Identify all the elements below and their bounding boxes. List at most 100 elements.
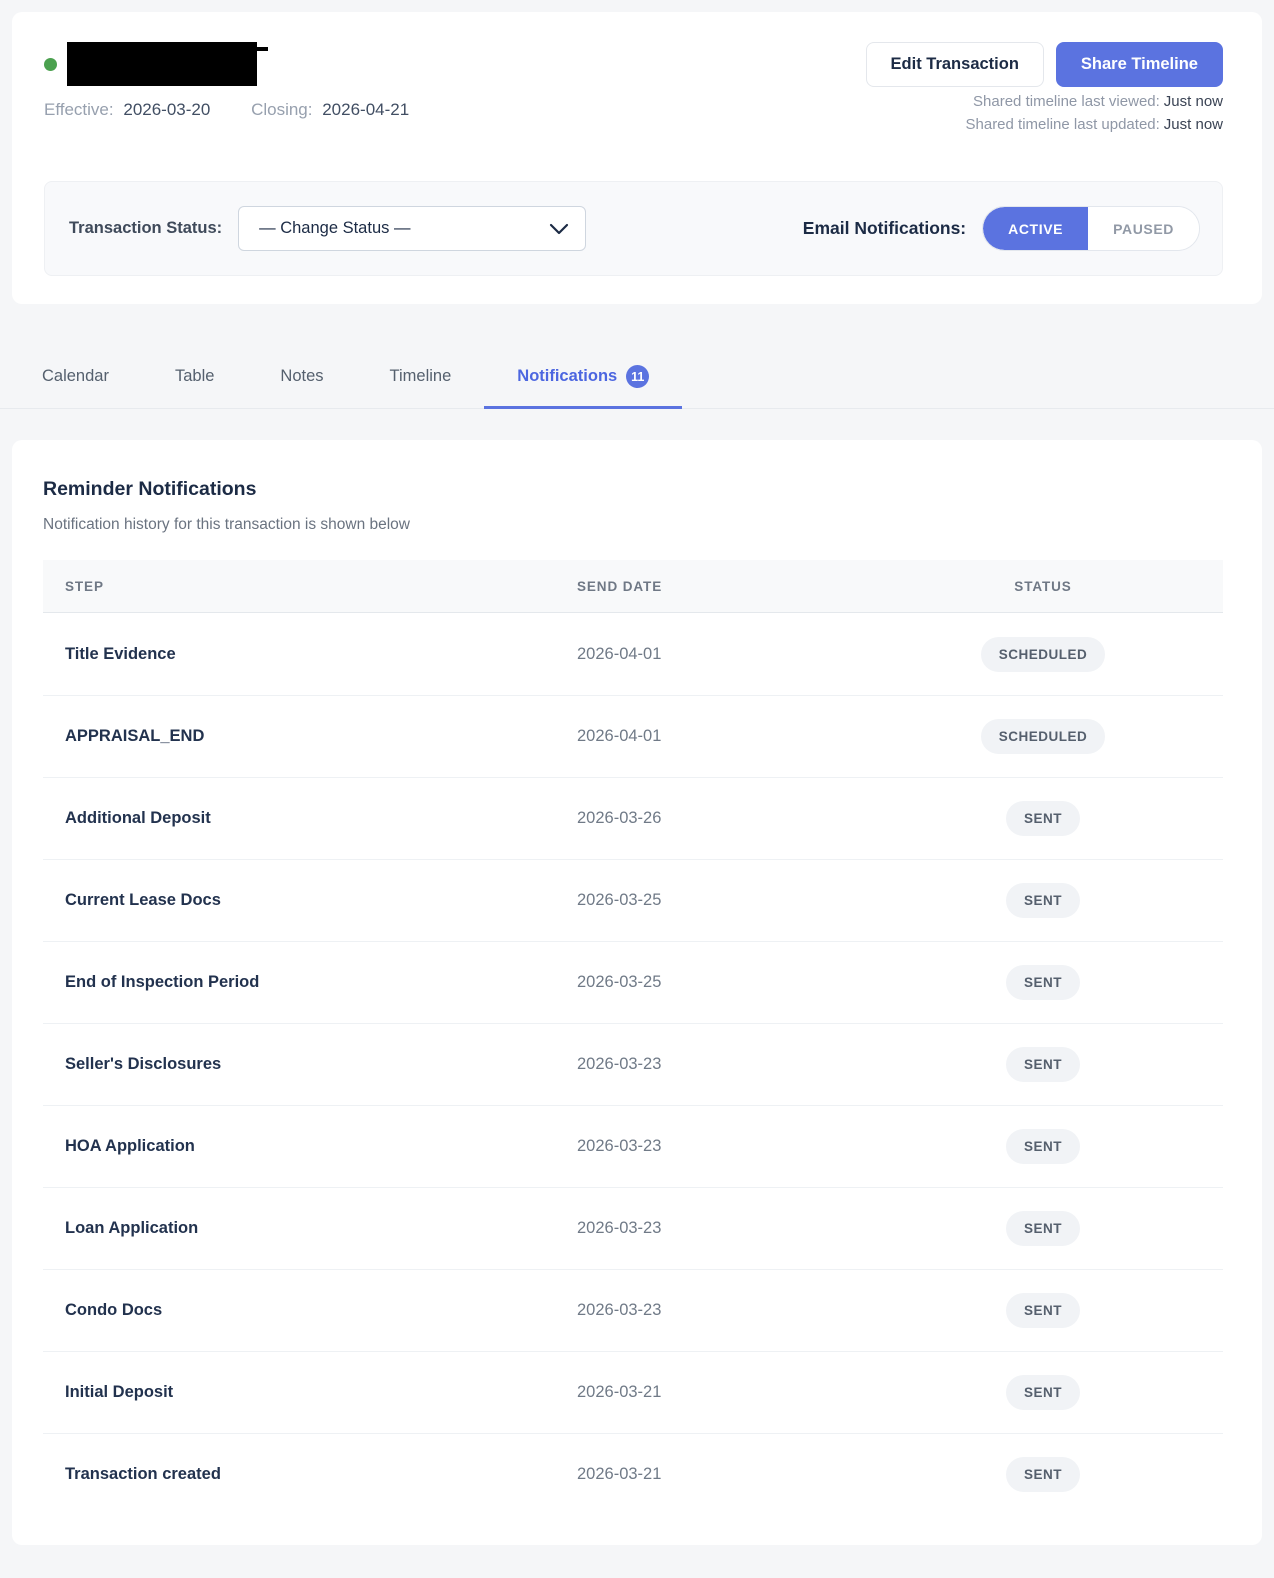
status-badge: SCHEDULED [980, 719, 1106, 754]
toggle-paused-option[interactable]: PAUSED [1088, 207, 1199, 250]
tab-bar: Calendar Table Notes Timeline Notifications 1… [0, 347, 1274, 409]
table-row: Current Lease Docs 2026-03-25 SENT [43, 859, 1223, 941]
status-badge: SENT [1005, 801, 1080, 836]
notifications-card: Reminder Notifications Notification hist… [12, 440, 1262, 1545]
send-date: 2026-03-25 [577, 973, 662, 991]
send-date: 2026-03-23 [577, 1137, 662, 1155]
tab-calendar[interactable]: Calendar [9, 347, 142, 408]
tab-label: Notes [280, 367, 324, 385]
transaction-title-block: Effective: 2026-03-20 Closing: 2026-04-2… [44, 42, 409, 120]
table-row: Title Evidence 2026-04-01 SCHEDULED [43, 613, 1223, 695]
section-title: Reminder Notifications [43, 478, 257, 500]
status-bar: Transaction Status: — Change Status — Em… [44, 181, 1223, 276]
effective-date-label: Effective: [44, 100, 114, 119]
step-name: HOA Application [65, 1137, 195, 1155]
status-cell: SENT [863, 1129, 1223, 1164]
shared-timeline-last-viewed: Shared timeline last viewed: Just now [973, 93, 1223, 110]
column-header-status: STATUS [1014, 578, 1072, 594]
transaction-title-redacted-dash [257, 47, 268, 51]
status-cell: SENT [863, 1457, 1223, 1492]
change-status-select-value: — Change Status — [259, 219, 411, 237]
step-name: End of Inspection Period [65, 973, 260, 991]
status-cell: SCHEDULED [863, 636, 1223, 672]
status-cell: SENT [863, 965, 1223, 1000]
status-badge: SENT [1005, 1211, 1080, 1246]
status-badge: SENT [1005, 1047, 1080, 1082]
step-name: Title Evidence [65, 644, 176, 663]
step-name: Condo Docs [65, 1301, 163, 1319]
status-cell: SENT [863, 1293, 1223, 1328]
tab-table[interactable]: Table [142, 347, 247, 408]
table-row: HOA Application 2026-03-23 SENT [43, 1105, 1223, 1187]
status-cell: SENT [863, 883, 1223, 918]
table-header-row: STEP SEND DATE STATUS [43, 560, 1223, 613]
table-body: Title Evidence 2026-04-01 SCHEDULED APPRAIS… [43, 613, 1223, 1515]
table-row: Initial Deposit 2026-03-21 SENT [43, 1351, 1223, 1433]
tab-label: Table [174, 367, 215, 385]
page: Effective: 2026-03-20 Closing: 2026-04-2… [0, 12, 1274, 1578]
tab-timeline[interactable]: Timeline [357, 347, 485, 408]
change-status-select[interactable]: — Change Status — [238, 206, 587, 251]
table-row: Loan Application 2026-03-23 SENT [43, 1187, 1223, 1269]
step-name: APPRAISAL_END [65, 727, 205, 745]
step-name: Seller's Disclosures [65, 1055, 222, 1073]
status-cell: SENT [863, 1375, 1223, 1410]
tab-notifications[interactable]: Notifications 11 [484, 347, 683, 409]
status-cell: SENT [863, 801, 1223, 836]
step-name: Initial Deposit [65, 1383, 174, 1401]
status-badge: SENT [1005, 1457, 1080, 1492]
status-cell: SENT [863, 1047, 1223, 1082]
chevron-down-icon [550, 223, 569, 234]
table-row: Condo Docs 2026-03-23 SENT [43, 1269, 1223, 1351]
step-name: Transaction created [65, 1465, 221, 1483]
transaction-status-label: Transaction Status: [69, 219, 223, 237]
email-notifications-toggle: ACTIVE PAUSED [982, 206, 1200, 251]
status-badge: SENT [1005, 965, 1080, 1000]
active-status-dot-icon [44, 57, 57, 71]
tab-label: Timeline [389, 367, 452, 385]
share-timeline-button[interactable]: Share Timeline [1055, 42, 1223, 87]
table-row: APPRAISAL_END 2026-04-01 SCHEDULED [43, 695, 1223, 777]
send-date: 2026-03-25 [577, 891, 662, 909]
closing-date-value: 2026-04-21 [322, 100, 410, 119]
notifications-count-badge: 11 [626, 365, 650, 388]
table-row: Seller's Disclosures 2026-03-23 SENT [43, 1023, 1223, 1105]
column-header-send-date: SEND DATE [577, 578, 663, 594]
status-badge: SCHEDULED [980, 636, 1106, 672]
step-name: Loan Application [65, 1219, 199, 1237]
table-row: End of Inspection Period 2026-03-25 SENT [43, 941, 1223, 1023]
edit-transaction-button[interactable]: Edit Transaction [865, 42, 1044, 87]
transaction-header-card: Effective: 2026-03-20 Closing: 2026-04-2… [12, 12, 1262, 304]
status-badge: SENT [1005, 1293, 1080, 1328]
toggle-active-option[interactable]: ACTIVE [983, 207, 1089, 250]
tab-label: Notifications [517, 367, 618, 385]
notifications-table: STEP SEND DATE STATUS Title Evidence 2026… [43, 560, 1223, 1515]
send-date: 2026-03-21 [577, 1383, 662, 1401]
transaction-dates: Effective: 2026-03-20 Closing: 2026-04-2… [44, 100, 409, 120]
send-date: 2026-03-23 [577, 1301, 662, 1319]
status-badge: SENT [1005, 1375, 1080, 1410]
shared-timeline-last-updated: Shared timeline last updated: Just now [965, 116, 1224, 133]
table-row: Additional Deposit 2026-03-26 SENT [43, 777, 1223, 859]
step-name: Additional Deposit [65, 809, 211, 827]
tab-notes[interactable]: Notes [247, 347, 356, 408]
email-notifications-label: Email Notifications: [802, 218, 967, 238]
table-row: Transaction created 2026-03-21 SENT [43, 1433, 1223, 1515]
status-cell: SENT [863, 1211, 1223, 1246]
step-name: Current Lease Docs [65, 891, 221, 909]
column-header-step: STEP [65, 578, 104, 594]
tab-label: Calendar [42, 367, 109, 385]
send-date: 2026-04-01 [577, 727, 662, 745]
send-date: 2026-04-01 [577, 644, 662, 663]
transaction-title-redacted [67, 42, 257, 86]
send-date: 2026-03-23 [577, 1219, 662, 1237]
status-badge: SENT [1005, 1129, 1080, 1164]
status-badge: SENT [1005, 883, 1080, 918]
status-cell: SCHEDULED [863, 719, 1223, 754]
section-subtitle: Notification history for this transactio… [43, 516, 410, 533]
send-date: 2026-03-26 [577, 809, 662, 827]
send-date: 2026-03-21 [577, 1465, 662, 1483]
effective-date-value: 2026-03-20 [123, 100, 211, 119]
send-date: 2026-03-23 [577, 1055, 662, 1073]
closing-date-label: Closing: [251, 100, 313, 119]
